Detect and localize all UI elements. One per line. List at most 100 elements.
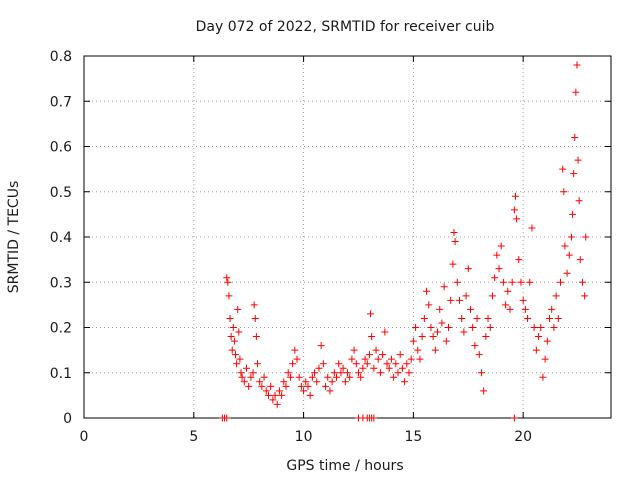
data-point bbox=[374, 355, 382, 363]
data-point bbox=[267, 382, 275, 390]
data-point bbox=[282, 382, 290, 390]
data-point bbox=[431, 346, 439, 354]
data-point bbox=[370, 414, 378, 422]
data-point bbox=[412, 324, 420, 331]
data-point bbox=[515, 256, 523, 264]
y-tick-label: 0.8 bbox=[50, 49, 72, 65]
data-point bbox=[576, 256, 584, 264]
data-point bbox=[226, 314, 234, 322]
data-point bbox=[350, 346, 358, 354]
y-axis-label: SRMTID / TECUs bbox=[6, 181, 22, 294]
data-point bbox=[398, 364, 406, 372]
y-tick-label: 0 bbox=[63, 411, 72, 427]
data-point bbox=[341, 378, 349, 386]
data-point bbox=[497, 242, 505, 250]
data-point bbox=[519, 296, 527, 304]
data-point bbox=[234, 305, 242, 313]
y-tick-label: 0.4 bbox=[50, 230, 72, 246]
data-point bbox=[458, 314, 466, 322]
data-point bbox=[423, 287, 431, 295]
data-point bbox=[504, 287, 512, 295]
data-point bbox=[530, 324, 538, 331]
data-point bbox=[451, 238, 459, 246]
data-point bbox=[445, 324, 453, 331]
data-point bbox=[273, 400, 281, 408]
data-point bbox=[319, 360, 327, 368]
data-point bbox=[499, 278, 507, 286]
data-point bbox=[237, 369, 245, 377]
data-point bbox=[405, 369, 413, 377]
data-point bbox=[462, 292, 470, 300]
data-point bbox=[392, 360, 400, 368]
data-point bbox=[365, 351, 373, 359]
data-point bbox=[582, 233, 590, 241]
data-point bbox=[339, 364, 347, 372]
data-point bbox=[381, 328, 389, 336]
data-point bbox=[315, 364, 323, 372]
data-point bbox=[416, 355, 424, 363]
data-point bbox=[569, 210, 577, 218]
data-point bbox=[229, 324, 237, 331]
data-point bbox=[491, 274, 499, 282]
data-point bbox=[346, 373, 354, 381]
data-point bbox=[563, 269, 571, 277]
data-point bbox=[469, 324, 477, 331]
data-point bbox=[532, 346, 540, 354]
data-point bbox=[233, 360, 241, 368]
data-point bbox=[493, 251, 501, 259]
data-point bbox=[289, 360, 297, 368]
data-point bbox=[581, 292, 589, 300]
data-point bbox=[546, 314, 554, 322]
data-point bbox=[300, 387, 308, 395]
data-point bbox=[464, 265, 472, 273]
data-point bbox=[510, 206, 518, 214]
data-point bbox=[438, 319, 446, 327]
data-point bbox=[223, 274, 231, 282]
data-point bbox=[359, 364, 367, 372]
data-point bbox=[403, 360, 411, 368]
data-point bbox=[526, 278, 534, 286]
data-point bbox=[418, 333, 426, 341]
data-point bbox=[475, 351, 483, 359]
data-point bbox=[235, 328, 243, 336]
y-tick-label: 0.5 bbox=[50, 185, 72, 201]
data-point bbox=[396, 351, 404, 359]
data-point bbox=[554, 314, 562, 322]
data-point bbox=[436, 305, 444, 313]
data-point bbox=[407, 355, 415, 363]
data-point bbox=[223, 414, 231, 422]
data-point bbox=[247, 373, 255, 381]
data-point bbox=[225, 292, 233, 300]
data-point bbox=[560, 188, 568, 196]
data-point bbox=[528, 224, 536, 232]
data-point bbox=[543, 337, 551, 345]
data-point bbox=[367, 310, 375, 318]
chart-title: Day 072 of 2022, SRMTID for receiver cui… bbox=[196, 19, 495, 35]
data-point bbox=[565, 251, 573, 259]
data-point bbox=[385, 364, 393, 372]
data-point bbox=[370, 364, 378, 372]
data-point bbox=[477, 369, 485, 377]
data-point bbox=[227, 333, 235, 341]
data-point bbox=[379, 351, 387, 359]
data-point bbox=[344, 369, 351, 377]
data-point bbox=[480, 387, 488, 395]
data-point bbox=[573, 61, 581, 69]
data-point bbox=[513, 215, 521, 223]
data-point bbox=[251, 314, 259, 322]
data-point bbox=[348, 355, 356, 363]
data-point bbox=[269, 396, 277, 404]
data-point bbox=[262, 387, 270, 395]
x-axis-label: GPS time / hours bbox=[286, 458, 403, 474]
data-point bbox=[242, 364, 250, 372]
y-tick-label: 0.2 bbox=[50, 321, 72, 337]
y-tick-label: 0.3 bbox=[50, 275, 72, 291]
data-point bbox=[335, 360, 343, 368]
data-point bbox=[295, 373, 303, 381]
data-point bbox=[552, 292, 560, 300]
y-tick-labels: 0 0.1 0.2 0.3 0.4 0.5 0.6 0.7 0.8 bbox=[50, 49, 72, 427]
data-point bbox=[354, 369, 362, 377]
data-point bbox=[502, 301, 510, 309]
